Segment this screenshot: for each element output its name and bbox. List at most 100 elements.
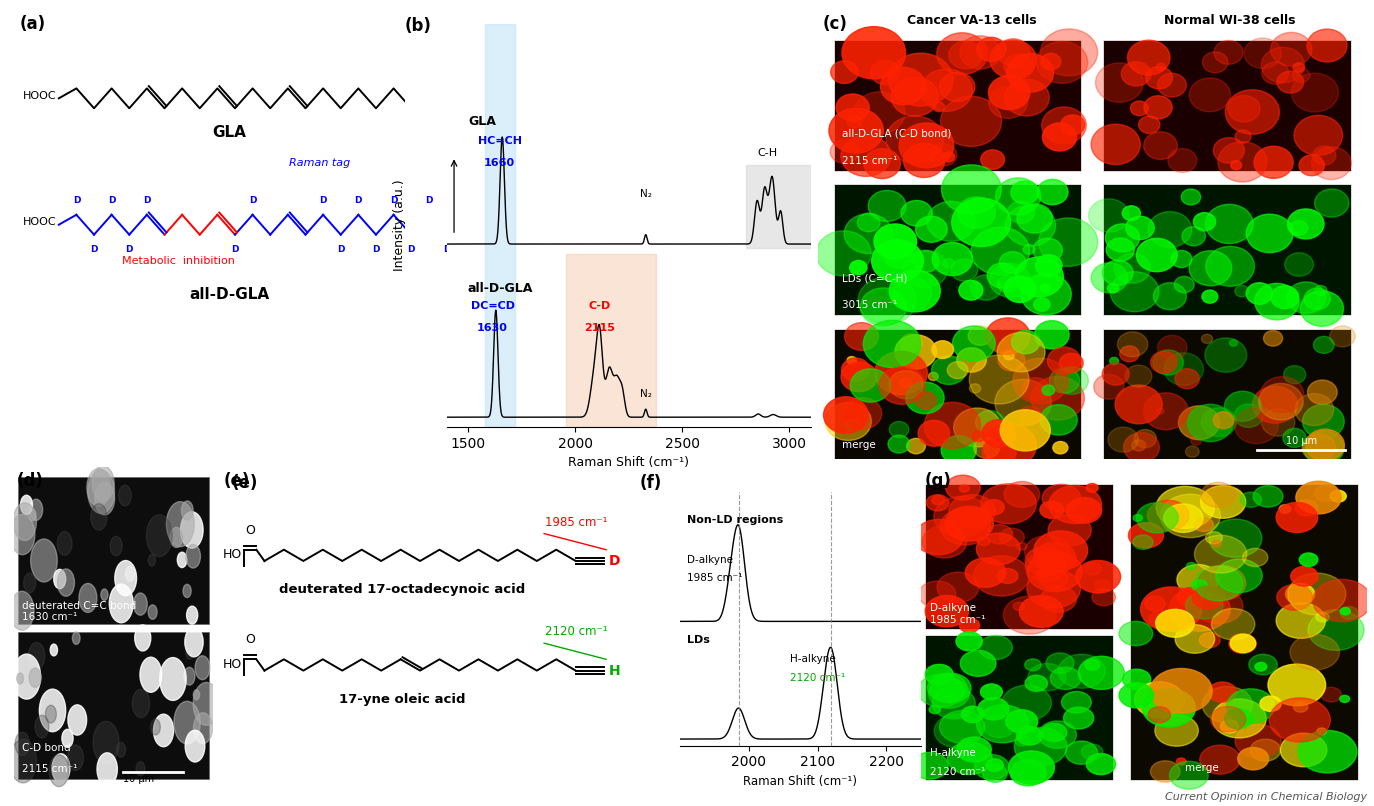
Circle shape [100, 589, 109, 600]
Circle shape [1176, 758, 1186, 765]
Circle shape [864, 148, 900, 179]
Circle shape [981, 150, 1004, 169]
Circle shape [853, 92, 905, 134]
Circle shape [1311, 147, 1351, 180]
Text: 2115 cm⁻¹: 2115 cm⁻¹ [22, 764, 77, 774]
Text: 10 μm: 10 μm [1286, 435, 1316, 446]
Circle shape [1340, 608, 1351, 615]
Circle shape [95, 483, 114, 515]
Circle shape [1241, 492, 1261, 507]
Text: CD₃: CD₃ [485, 230, 504, 239]
Circle shape [868, 190, 905, 222]
Bar [834, 39, 1081, 171]
Circle shape [1296, 500, 1318, 516]
Circle shape [1212, 609, 1254, 640]
Circle shape [1143, 132, 1178, 160]
Circle shape [1039, 218, 1098, 267]
Circle shape [1135, 682, 1184, 717]
Text: all-D-GLA: all-D-GLA [469, 282, 533, 295]
Circle shape [1125, 365, 1151, 387]
Circle shape [1314, 336, 1334, 353]
Circle shape [970, 275, 1002, 300]
Circle shape [949, 495, 995, 528]
Circle shape [1046, 653, 1074, 673]
Text: D: D [91, 244, 98, 254]
Circle shape [912, 251, 940, 272]
Circle shape [29, 668, 41, 688]
Circle shape [892, 77, 938, 116]
Circle shape [1048, 515, 1091, 546]
Circle shape [1182, 189, 1201, 205]
Circle shape [1017, 542, 1026, 550]
Text: Metabolic  inhibition: Metabolic inhibition [122, 256, 235, 267]
Circle shape [907, 438, 926, 454]
Text: DC=CD: DC=CD [471, 301, 515, 311]
Circle shape [889, 270, 940, 312]
Circle shape [93, 721, 120, 763]
Circle shape [926, 495, 949, 511]
Circle shape [844, 397, 882, 430]
Circle shape [940, 509, 991, 545]
Circle shape [841, 362, 877, 392]
Circle shape [974, 438, 999, 459]
Circle shape [933, 243, 973, 276]
Text: D: D [609, 554, 621, 568]
Circle shape [816, 231, 871, 276]
Circle shape [922, 526, 967, 558]
Circle shape [1186, 446, 1200, 457]
Circle shape [1043, 123, 1076, 151]
Circle shape [934, 714, 981, 748]
Circle shape [952, 326, 995, 361]
Text: N₂: N₂ [640, 189, 651, 199]
Text: (c): (c) [823, 15, 848, 33]
Circle shape [889, 53, 954, 106]
Circle shape [1118, 683, 1154, 708]
Circle shape [892, 277, 932, 310]
Circle shape [1235, 130, 1252, 143]
Circle shape [982, 424, 1036, 467]
Circle shape [845, 419, 860, 431]
Circle shape [34, 715, 49, 737]
Circle shape [996, 178, 1040, 215]
Circle shape [23, 573, 36, 593]
Circle shape [1003, 596, 1057, 634]
Circle shape [135, 625, 151, 651]
Circle shape [1227, 689, 1275, 724]
Circle shape [995, 380, 1051, 426]
Text: 2120 cm⁻¹: 2120 cm⁻¹ [545, 625, 607, 638]
Circle shape [1128, 522, 1164, 548]
Circle shape [915, 216, 947, 243]
Circle shape [1114, 254, 1150, 283]
Circle shape [1210, 707, 1246, 732]
Circle shape [1153, 283, 1187, 310]
Circle shape [943, 259, 955, 268]
Circle shape [1316, 613, 1329, 622]
Circle shape [1209, 682, 1237, 702]
Circle shape [1134, 535, 1153, 550]
Circle shape [958, 197, 995, 228]
Circle shape [1293, 702, 1308, 713]
Circle shape [954, 408, 1002, 447]
Circle shape [1118, 621, 1153, 646]
Circle shape [29, 499, 43, 521]
Circle shape [984, 716, 1014, 737]
Circle shape [1194, 213, 1216, 231]
Circle shape [1178, 588, 1204, 607]
Circle shape [937, 33, 988, 74]
Text: C-D bond: C-D bond [22, 743, 70, 753]
Circle shape [1217, 142, 1267, 182]
Circle shape [1040, 284, 1050, 292]
Bar [1103, 39, 1351, 171]
Text: D: D [425, 196, 433, 205]
Circle shape [874, 224, 916, 259]
Circle shape [1186, 563, 1197, 570]
Circle shape [1117, 332, 1147, 357]
Circle shape [974, 754, 1009, 779]
Text: Normal WI-38 cells: Normal WI-38 cells [1164, 14, 1296, 27]
Circle shape [1298, 155, 1325, 176]
Circle shape [875, 351, 927, 394]
Circle shape [1046, 550, 1058, 558]
Circle shape [1017, 726, 1043, 745]
Circle shape [952, 198, 1011, 247]
Circle shape [1213, 138, 1245, 163]
